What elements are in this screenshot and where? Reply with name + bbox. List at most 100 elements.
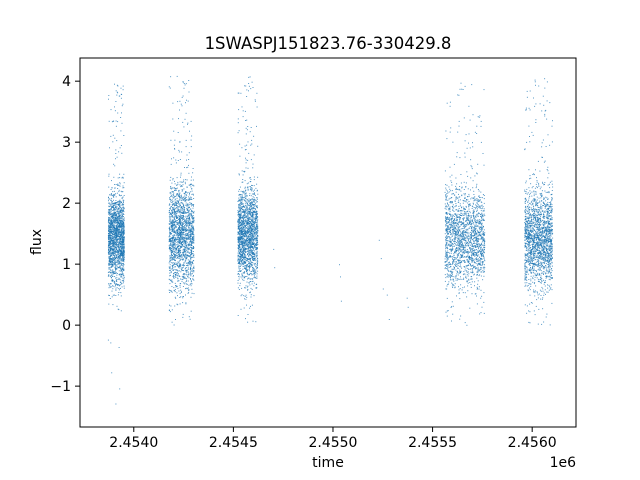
data-point [111,228,113,230]
data-point [176,212,178,214]
data-point [192,241,194,243]
data-point [191,241,192,243]
data-point [185,202,187,204]
data-point [190,278,191,279]
data-point [239,276,241,278]
data-point [118,252,119,254]
data-point [192,253,194,255]
data-point [109,220,111,222]
data-point [112,240,114,242]
data-point [180,256,182,258]
data-point [190,275,192,277]
data-point [121,247,123,249]
data-point [185,212,187,214]
data-point [111,252,112,254]
data-point [111,180,112,182]
data-point [119,95,121,97]
data-point [255,276,256,278]
data-point [192,184,194,186]
data-point [190,228,192,229]
data-point [170,218,172,220]
data-point [118,260,120,262]
data-point [115,204,117,206]
data-point [110,199,112,201]
data-point [112,209,114,211]
data-point [123,257,125,258]
data-point [176,193,178,195]
data-point [114,252,116,254]
data-point [111,249,113,251]
data-point [112,253,114,255]
data-point [119,216,120,218]
data-point [186,254,188,256]
data-point [251,229,252,231]
data-point [173,274,174,276]
data-point [237,252,239,254]
data-point [250,210,251,212]
data-point [109,217,111,219]
data-point [178,206,180,208]
data-point [114,255,115,257]
data-point [170,270,171,272]
data-point [181,189,183,191]
data-point [116,287,118,289]
data-point [178,248,180,250]
data-point [123,248,125,249]
data-point [115,295,117,296]
data-point [179,303,181,305]
data-point [191,244,193,246]
data-point [123,267,125,269]
data-point [190,285,192,287]
data-point [119,232,121,234]
data-point [114,241,116,243]
data-point [123,201,124,203]
data-point [174,262,176,264]
data-point [185,242,186,244]
data-point [115,262,116,264]
data-point [120,209,122,211]
data-point [185,294,186,296]
data-point [190,280,192,282]
data-point [121,280,123,282]
data-point [181,185,183,187]
data-point [245,259,246,261]
data-point [175,226,177,228]
data-point [190,197,192,199]
data-point [110,109,112,111]
data-point [108,242,110,244]
data-point [189,268,191,270]
data-point [112,240,114,242]
data-point [111,238,113,240]
data-point [111,219,112,221]
data-point [182,222,184,224]
data-point [110,270,112,272]
data-point [189,227,191,229]
data-point [187,208,189,210]
data-point [110,246,112,248]
data-point [118,266,120,268]
data-point [108,245,110,247]
data-point [117,235,119,237]
data-point [115,279,117,281]
data-point [112,288,114,290]
data-point [241,202,243,203]
data-point [188,245,190,247]
data-point [117,234,119,236]
data-point [171,204,173,206]
data-point [116,237,118,239]
data-point [116,206,118,208]
data-point [238,267,240,269]
data-point [120,200,122,202]
data-point [117,259,119,261]
data-point [116,305,118,307]
data-point [187,288,189,290]
data-point [113,209,115,210]
data-point [179,257,181,259]
data-point [174,291,176,293]
data-point [179,210,181,212]
data-point [186,241,188,243]
data-point [108,287,110,289]
data-point [120,243,122,244]
data-point [192,179,194,181]
data-point [188,230,190,232]
